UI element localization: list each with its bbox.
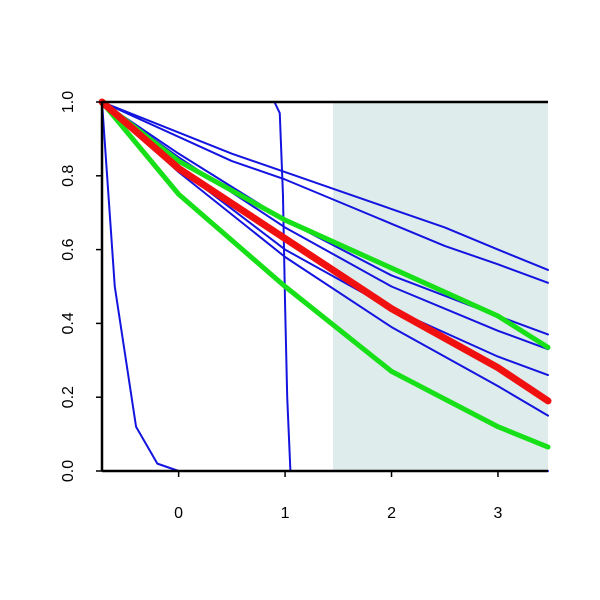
series-line-1 xyxy=(101,101,180,472)
x-tick-label: 2 xyxy=(387,505,396,522)
y-tick-label: 0.2 xyxy=(60,386,77,408)
axes xyxy=(100,100,548,473)
y-tick-label: 0.8 xyxy=(60,165,77,187)
shaded-region xyxy=(332,102,548,471)
y-tick-label: 0.0 xyxy=(60,460,77,482)
y-tick-label: 0.4 xyxy=(60,312,77,334)
y-axis-ticks: 0.0 0.2 0.4 0.6 0.8 1.0 xyxy=(60,91,102,482)
x-axis-ticks: 0 1 2 3 xyxy=(174,471,503,522)
series-line-9 xyxy=(99,99,551,350)
x-tick-label: 0 xyxy=(174,505,183,522)
series-layer xyxy=(98,98,552,472)
series-line-4 xyxy=(101,101,549,284)
y-tick-label: 0.6 xyxy=(60,238,77,260)
series-line-10 xyxy=(99,99,551,450)
x-tick-label: 3 xyxy=(494,505,503,522)
series-line-11 xyxy=(98,98,552,405)
y-tick-label: 1.0 xyxy=(60,91,77,113)
x-tick-label: 1 xyxy=(281,505,290,522)
series-line-3 xyxy=(101,101,549,271)
shaded-region-layer xyxy=(332,102,548,471)
